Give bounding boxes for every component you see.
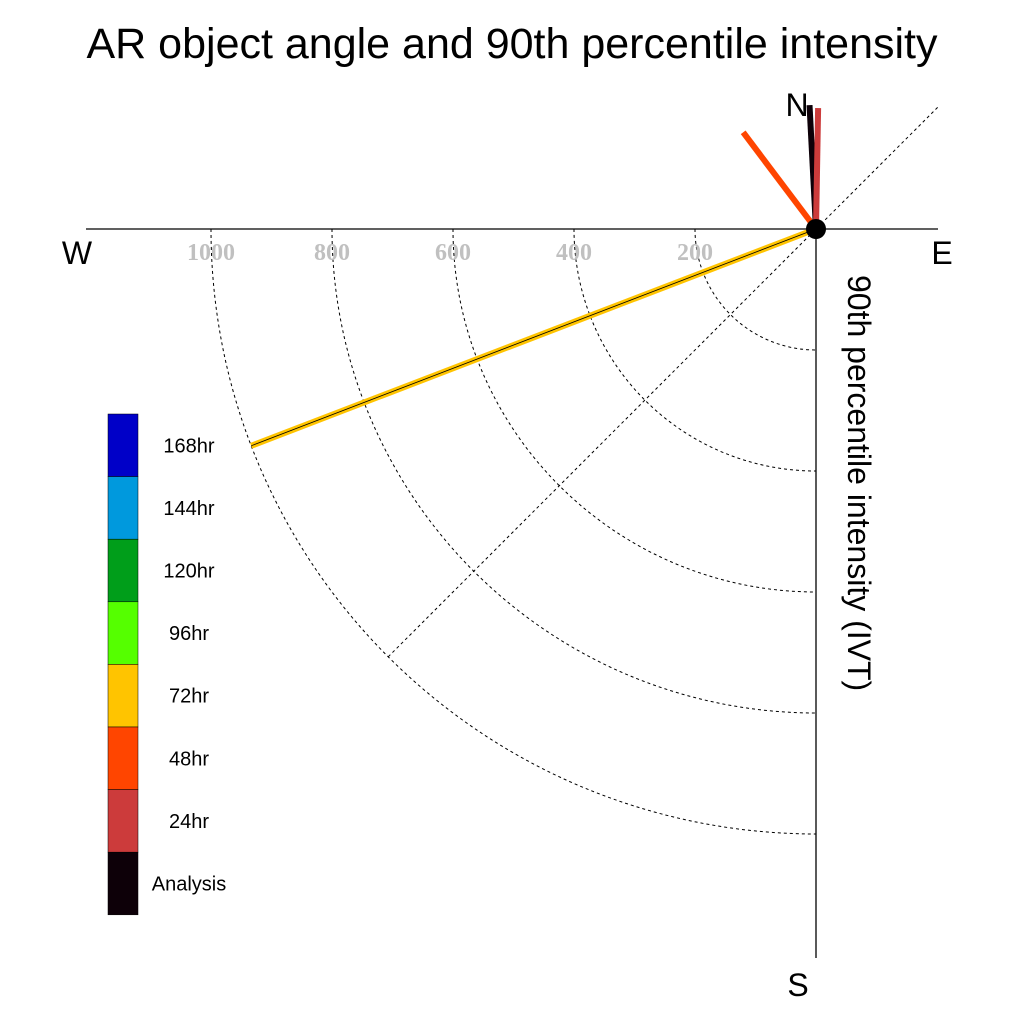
tick-label-400: 400 [556,240,592,266]
radial-tick-labels: 200 400 600 800 1000 [187,240,713,266]
legend-label-168hr: 168hr [163,435,214,457]
legend-label-96hr: 96hr [169,623,209,645]
compass-south: S [787,967,808,1003]
polar-grid [210,106,939,835]
compass-north: N [785,87,808,123]
vectors [250,104,822,449]
legend-label-48hr: 48hr [169,748,209,770]
compass-west: W [62,235,93,271]
origin-marker [806,219,826,239]
legend-label-analysis: Analysis [152,874,226,896]
legend-swatch-120hr [107,538,139,603]
legend-label-144hr: 144hr [163,498,214,520]
legend-swatch-144hr [107,476,139,540]
grid-arc-200 [694,228,817,351]
chart-title: AR object angle and 90th percentile inte… [87,20,938,68]
vector-24hr [813,107,822,230]
legend-swatch-analysis [107,851,139,916]
legend-swatch-48hr [107,726,139,790]
grid-arc-400 [573,228,817,472]
legend-swatch-24hr [107,789,139,853]
legend: 168hr 144hr 120hr 96hr 72hr 48hr 24hr Analysis [107,413,226,916]
legend-swatch-96hr [107,601,139,665]
legend-label-72hr: 72hr [169,686,209,708]
legend-swatch-72hr [107,664,139,728]
legend-label-120hr: 120hr [163,561,214,583]
tick-label-600: 600 [435,240,471,266]
compass-east: E [931,235,952,271]
vector-48hr [740,130,819,231]
y-axis-label: 90th percentile intensity (IVT) [841,275,877,691]
tick-label-1000: 1000 [187,240,235,266]
legend-swatch-168hr [107,413,139,477]
tick-label-800: 800 [314,240,350,266]
legend-label-24hr: 24hr [169,811,209,833]
vector-72hr-core [251,228,817,447]
tick-label-200: 200 [677,240,713,266]
